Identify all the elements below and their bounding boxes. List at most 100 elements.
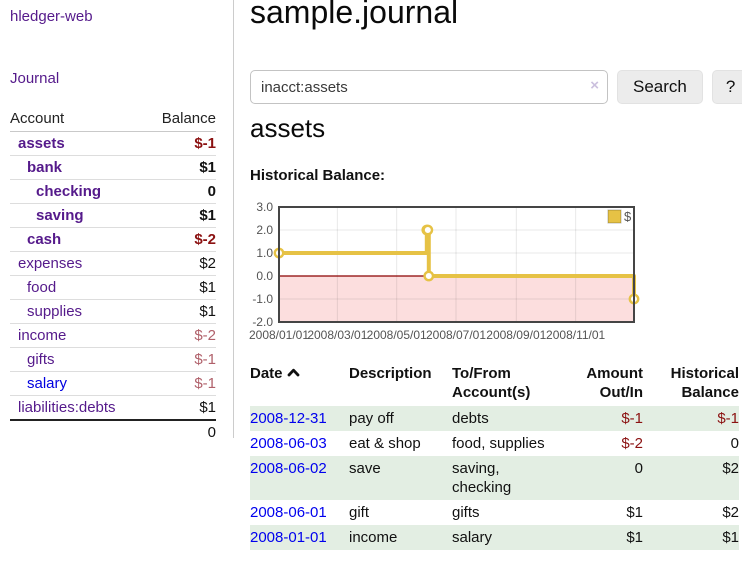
transaction-date-link[interactable]: 2008-06-02 [250,460,327,477]
register-description-cell: gift [349,504,370,521]
account-balance: $-2 [194,231,216,248]
accounts-total-value: 0 [207,424,216,441]
register-date-cell: 2008-06-03 [250,431,349,456]
account-row: liabilities:debts $1 [10,396,216,421]
x-tick-label: 2008/05/01 [367,328,427,342]
account-row: expenses $2 [10,252,216,276]
account-balance: $-1 [194,351,216,368]
account-link-bank[interactable]: bank [27,159,63,176]
search-form: × Search ? [250,70,742,104]
account-link-assets[interactable]: assets [18,135,65,152]
data-point-marker [422,224,434,236]
account-row: income $-2 [10,324,216,348]
account-link-saving[interactable]: saving [36,207,84,224]
register-row: 2008-01-01 income salary $1 $1 [250,525,739,550]
register-accounts-cell: salary [452,529,493,546]
account-row: assets $-1 [10,132,216,156]
x-tick-label: 2008/07/01 [426,328,486,342]
register-row: 2008-12-31 pay off debts $-1 $-1 [250,406,739,431]
register-date-cell: 2008-12-31 [250,406,349,431]
historical-balance-chart: 3.0 2.0 1.0 0.0 -1.0 -2.02008/01/012008/03/01… [249,200,640,342]
account-balance: $1 [199,207,216,224]
account-balance: 0 [207,183,216,200]
chart-heading: Historical Balance: [250,167,386,184]
amount-column-header: Amount Out/In [586,365,643,401]
date-column-header[interactable]: Date [250,362,349,406]
y-tick-label: 0.0 [256,269,273,283]
y-tick-label: 1.0 [256,246,273,260]
account-link-expenses[interactable]: expenses [18,255,83,272]
balance-column-header: Balance [161,110,216,127]
account-link-checking[interactable]: checking [36,183,102,200]
x-tick-label: 2008/11/01 [546,328,605,342]
register-balance-cell: $1 [722,529,739,546]
main-content: sample.journal × Search ? assets Histori… [249,0,742,582]
account-link-supplies[interactable]: supplies [27,303,83,320]
account-heading: assets [250,113,326,143]
account-balance: $1 [199,279,216,296]
register-balance-cell: $-1 [717,410,739,427]
balance-column-header: Historical Balance [670,365,739,401]
register-amount-cell: $-1 [621,410,643,427]
account-row: food $1 [10,276,216,300]
account-balance: $-1 [194,375,216,392]
data-point-marker [423,270,435,282]
account-link-salary[interactable]: salary [27,375,68,392]
register-row: 2008-06-01 gift gifts $1 $2 [250,500,739,525]
account-row: checking 0 [10,180,216,204]
register-table: Date Description To/From Account(s) Amou… [250,362,739,550]
account-link-gifts[interactable]: gifts [27,351,55,368]
register-amount-cell: $1 [626,529,643,546]
register-description-cell: save [349,460,381,477]
transaction-date-link[interactable]: 2008-01-01 [250,529,327,546]
register-accounts-cell: food, supplies [452,435,545,452]
transaction-date-link[interactable]: 2008-06-01 [250,504,327,521]
register-amount-cell: $-2 [621,435,643,452]
register-date-cell: 2008-06-01 [250,500,349,525]
account-link-liabilities-debts[interactable]: liabilities:debts [18,399,116,416]
register-description-cell: pay off [349,410,394,427]
account-balance: $-2 [194,327,216,344]
account-row: cash $-2 [10,228,216,252]
y-tick-label: -1.0 [252,292,273,306]
register-accounts-cell: gifts [452,504,480,521]
clear-search-icon[interactable]: × [590,77,599,94]
x-tick-label: 2008/09/01 [486,328,546,342]
legend-swatch [607,209,622,224]
register-row: 2008-06-02 save saving, checking 0 $2 [250,456,739,500]
register-description-cell: income [349,529,398,546]
accounts-table: Account Balance assets $-1 bank $1 checking 0… [10,108,216,444]
account-row: saving $1 [10,204,216,228]
account-balance: $-1 [194,135,216,152]
account-link-cash[interactable]: cash [27,231,62,248]
sidebar-item-journal[interactable]: Journal [10,70,60,87]
account-link-income[interactable]: income [18,327,67,344]
account-balance: $1 [199,303,216,320]
register-date-cell: 2008-06-02 [250,456,349,500]
plot-border [278,206,635,323]
y-tick-label: -2.0 [252,315,273,329]
account-row: bank $1 [10,156,216,180]
accounts-table-header: Account Balance [10,108,216,132]
accounts-total-row: 0 [10,421,216,444]
account-link-food[interactable]: food [27,279,57,296]
help-button[interactable]: ? [711,70,742,104]
x-tick-label: 2008/01/01 [249,328,309,342]
register-amount-cell: $1 [626,504,643,521]
register-balance-cell: $2 [722,460,739,477]
account-balance: $2 [199,255,216,272]
transaction-date-link[interactable]: 2008-06-03 [250,435,327,452]
legend-label: $ [624,209,632,224]
register-description-cell: eat & shop [349,435,421,452]
sidebar: hledger-web Journal Account Balance asse… [0,0,234,441]
account-balance: $1 [199,399,216,416]
search-input[interactable] [250,70,608,104]
transaction-date-link[interactable]: 2008-12-31 [250,410,327,427]
y-tick-label: 2.0 [256,223,273,237]
app-brand-link[interactable]: hledger-web [10,8,93,25]
register-row: 2008-06-03 eat & shop food, supplies $-2 0 [250,431,739,456]
account-column-header: To/From Account(s) [452,365,531,401]
register-balance-cell: 0 [730,435,739,452]
register-balance-cell: $2 [722,504,739,521]
search-button[interactable]: Search [617,70,703,104]
